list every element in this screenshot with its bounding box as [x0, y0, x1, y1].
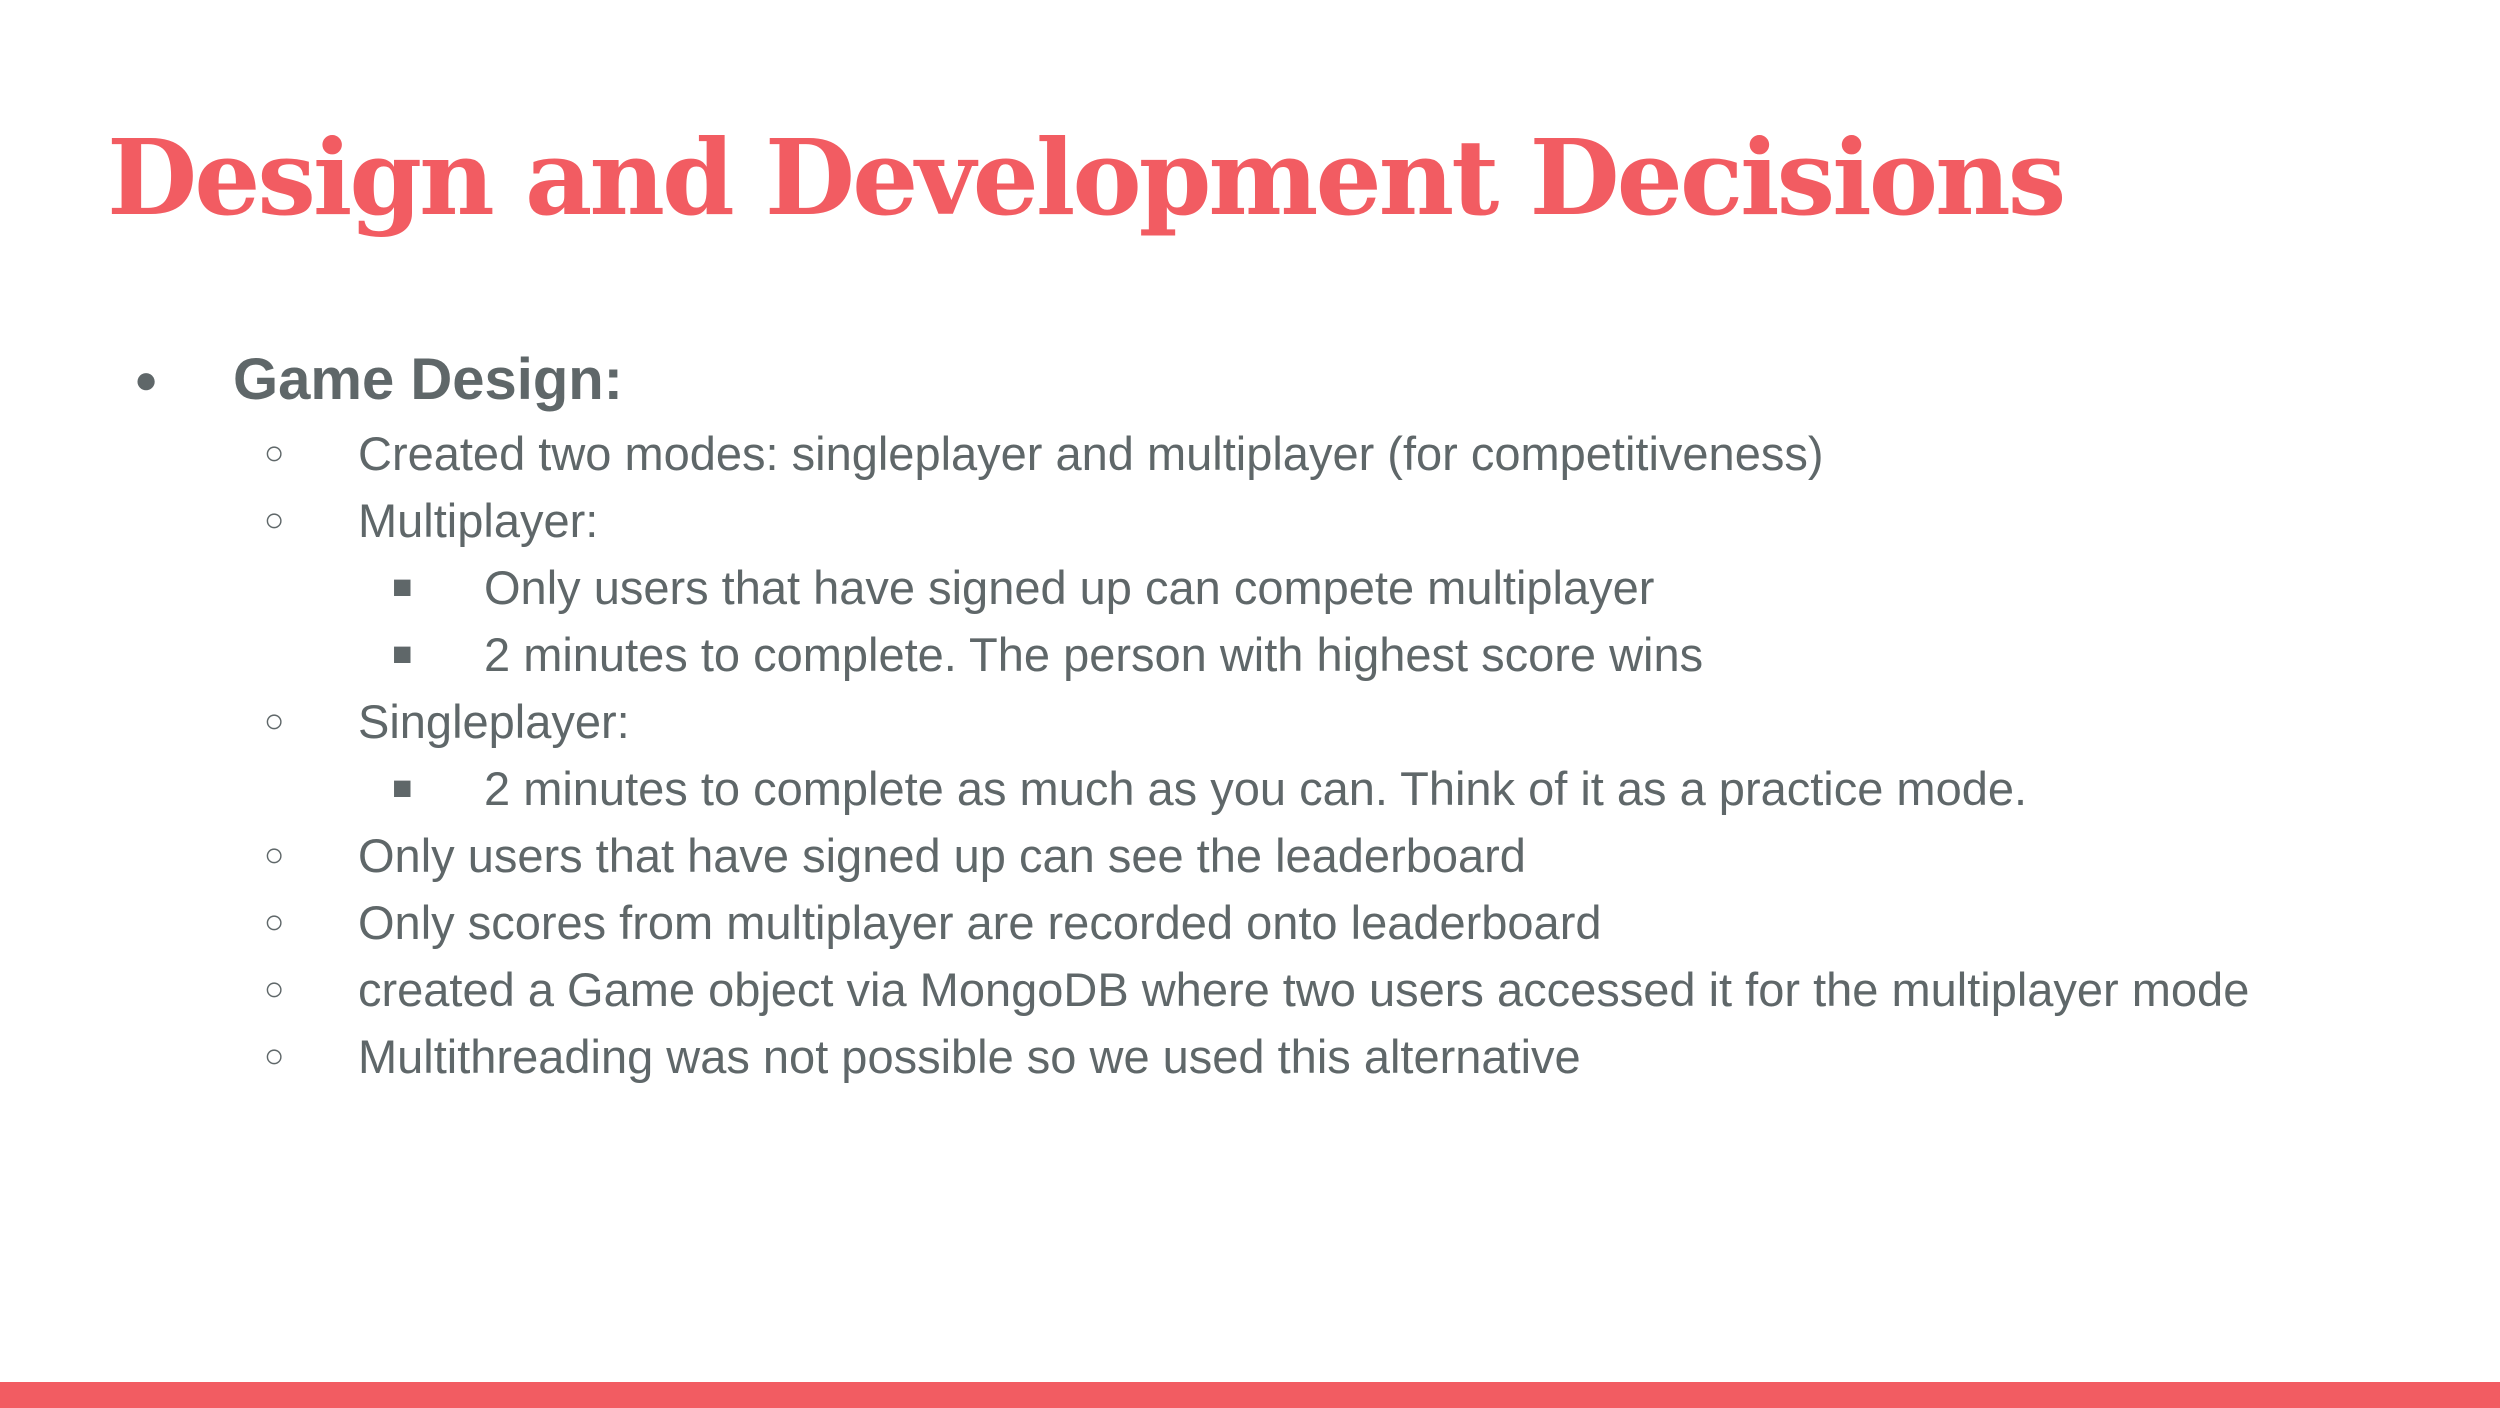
list-item-text: Multithreading was not possible so we us… [358, 1030, 1581, 1083]
list-item: ○ created a Game object via MongoDB wher… [0, 956, 2500, 1023]
list-item-text: created a Game object via MongoDB where … [358, 963, 2250, 1016]
bullet-icon: ○ [264, 702, 285, 740]
list-item-text: 2 minutes to complete. The person with h… [484, 628, 1704, 681]
bullet-icon: ● [134, 358, 159, 402]
list-item: ■ Only users that have signed up can com… [0, 554, 2500, 621]
accent-bar [0, 1382, 2500, 1408]
bullet-icon: ○ [264, 1037, 285, 1075]
bullet-icon: ○ [264, 903, 285, 941]
bullet-list: ● Game Design: ○ Created two modes: sing… [0, 340, 2500, 1090]
list-item: ○ Only scores from multiplayer are recor… [0, 889, 2500, 956]
list-item-text: Only users that have signed up can see t… [358, 829, 1526, 882]
list-item-text: Game Design: [233, 347, 623, 412]
bullet-icon: ○ [264, 836, 285, 874]
list-item: ○ Only users that have signed up can see… [0, 822, 2500, 889]
bullet-icon: ■ [392, 635, 413, 673]
list-item-text: Created two modes: singleplayer and mult… [358, 427, 1824, 480]
slide-title: Design and Development Decisions [107, 116, 2066, 239]
list-item-text: Only scores from multiplayer are recorde… [358, 896, 1602, 949]
list-item: ○ Created two modes: singleplayer and mu… [0, 420, 2500, 487]
bullet-icon: ■ [392, 568, 413, 606]
list-item-text: Only users that have signed up can compe… [484, 561, 1655, 614]
list-item: ● Game Design: [0, 340, 2500, 420]
list-item: ○ Multithreading was not possible so we … [0, 1023, 2500, 1090]
list-item: ○ Multiplayer: [0, 487, 2500, 554]
list-item: ■ 2 minutes to complete as much as you c… [0, 755, 2500, 822]
list-item: ○ Singleplayer: [0, 688, 2500, 755]
list-item-text: Singleplayer: [358, 695, 630, 748]
bullet-icon: ○ [264, 434, 285, 472]
bullet-icon: ○ [264, 970, 285, 1008]
list-item-text: 2 minutes to complete as much as you can… [484, 762, 2028, 815]
bullet-icon: ■ [392, 769, 413, 807]
bullet-icon: ○ [264, 501, 285, 539]
list-item-text: Multiplayer: [358, 494, 599, 547]
list-item: ■ 2 minutes to complete. The person with… [0, 621, 2500, 688]
